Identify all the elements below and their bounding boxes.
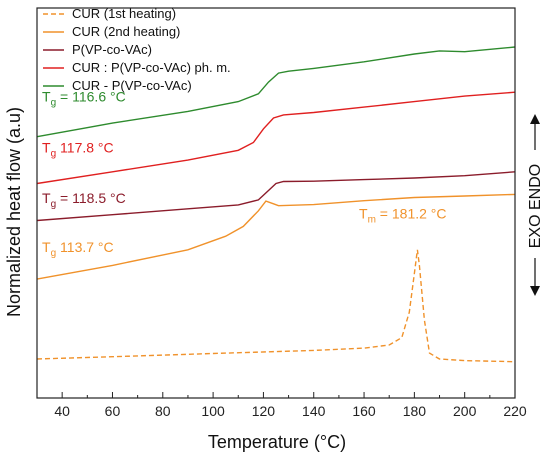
x-tick-label: 40 bbox=[54, 403, 70, 419]
series-line-5 bbox=[36, 46, 516, 138]
exo-endo-arrows bbox=[530, 114, 540, 296]
series-line-2 bbox=[36, 193, 516, 280]
x-tick-label: 140 bbox=[302, 403, 326, 419]
legend-entry: CUR - P(VP-co-VAc) bbox=[72, 78, 192, 93]
exo-endo-label: EXO ENDO bbox=[527, 164, 544, 248]
x-axis-title: Temperature (°C) bbox=[208, 432, 346, 452]
transition-annotation: Tm = 181.2 °C bbox=[359, 206, 447, 226]
legend-entry: CUR (2nd heating) bbox=[72, 24, 180, 39]
transition-annotation: Tg = 116.6 °C bbox=[42, 89, 126, 109]
series-layer bbox=[36, 46, 516, 363]
x-tick-label: 180 bbox=[403, 403, 427, 419]
x-tick-label: 120 bbox=[252, 403, 276, 419]
plot-frame bbox=[36, 7, 516, 399]
transition-annotation: Tg = 118.5 °C bbox=[42, 190, 126, 210]
axes-layer: 40 60 80 100 120 140 160 180 200 220 bbox=[36, 7, 540, 419]
legend-entry: CUR : P(VP-co-VAc) ph. m. bbox=[72, 60, 231, 75]
transition-annotation: Tg 117.8 °C bbox=[42, 139, 114, 159]
legend-entry: CUR (1st heating) bbox=[72, 6, 176, 21]
x-tick-label: 60 bbox=[105, 403, 121, 419]
x-tick-label: 220 bbox=[503, 403, 527, 419]
transition-annotation: Tg 113.7 °C bbox=[42, 239, 114, 259]
legend: CUR (1st heating) CUR (2nd heating) P(VP-c… bbox=[43, 6, 231, 93]
x-tick-label: 100 bbox=[201, 403, 225, 419]
x-tick-label: 200 bbox=[453, 403, 477, 419]
annotations: Tg = 116.6 °C Tg 117.8 °C Tg = 118.5 °C Tg … bbox=[42, 89, 446, 259]
series-line-3 bbox=[36, 171, 516, 222]
legend-entry: P(VP-co-VAc) bbox=[72, 42, 152, 57]
x-tick-label: 80 bbox=[155, 403, 171, 419]
x-tick-label: 160 bbox=[352, 403, 376, 419]
series-line-4 bbox=[36, 91, 516, 185]
series-line-1 bbox=[36, 249, 516, 363]
y-axis-title: Normalized heat flow (a.u) bbox=[4, 107, 24, 317]
